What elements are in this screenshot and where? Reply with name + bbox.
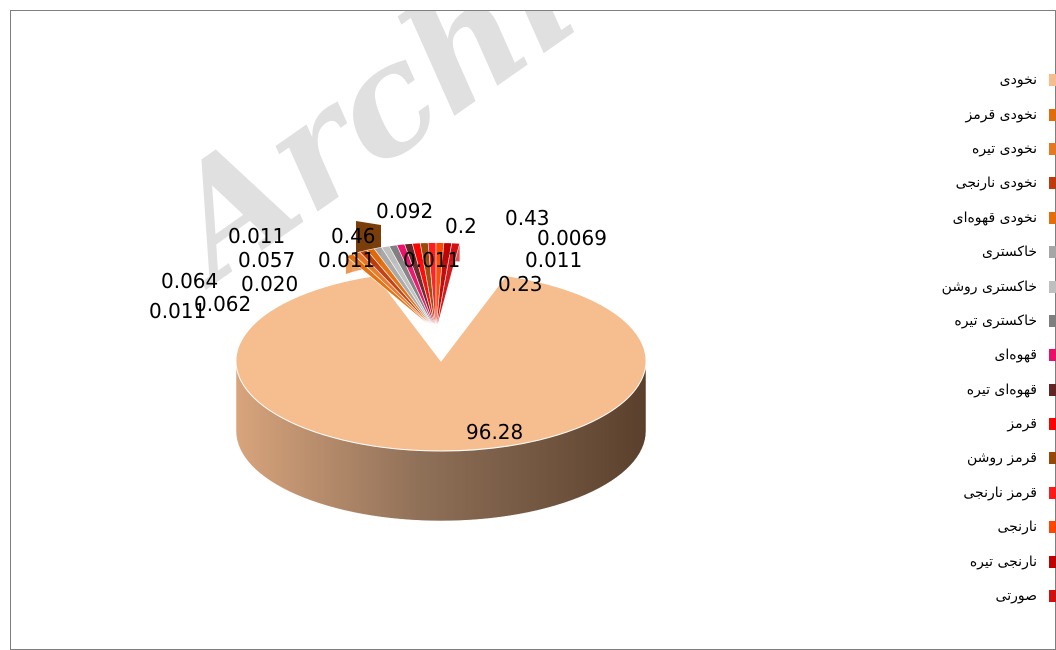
legend-label: نخودی قهوه‌ای	[952, 209, 1037, 226]
legend-label: خاکستری روشن	[941, 278, 1037, 295]
legend-label: قهوه‌ای تیره	[966, 381, 1037, 398]
legend-label: صورتی	[995, 588, 1037, 605]
legend-swatch	[1049, 314, 1056, 327]
pie-slice-main[interactable]	[235, 275, 647, 452]
data-label-8: 0.011	[318, 248, 375, 272]
data-label-1: 0.011	[149, 299, 206, 323]
data-label-11: 0.43	[505, 206, 550, 230]
data-label-6: 0.011	[228, 224, 285, 248]
legend-item: نخودی قهوه‌ای	[891, 201, 1056, 235]
data-label-13: 0.011	[525, 248, 582, 272]
legend-swatch	[1049, 452, 1056, 465]
legend-swatch	[1049, 555, 1056, 568]
legend-item: نارنجی تیره	[891, 544, 1056, 578]
legend-label: نخودی	[999, 72, 1037, 89]
legend-item: خاکستری روشن	[891, 269, 1056, 303]
chart-area: Archive 96.28 0.011 0.064 0.062 0.020 0.057 0.…	[10, 10, 1056, 650]
legend-label: نارنجی	[997, 519, 1037, 536]
legend-item: قرمز	[891, 407, 1056, 441]
legend-item: نارنجی	[891, 510, 1056, 544]
data-label-3: 0.062	[194, 292, 251, 316]
legend-item: قرمز روشن	[891, 441, 1056, 475]
data-label-4: 0.020	[241, 272, 298, 296]
pie-slices	[235, 242, 647, 452]
legend-item: قرمز نارنجی	[891, 476, 1056, 510]
legend-swatch	[1049, 349, 1056, 362]
legend-label: قرمز نارنجی	[963, 484, 1037, 501]
legend-swatch	[1049, 74, 1056, 87]
data-label-10: 0.011	[403, 248, 460, 272]
legend-label: نخودی نارنجی	[955, 175, 1037, 192]
legend-item: صورتی	[891, 579, 1056, 613]
legend-swatch	[1049, 177, 1056, 190]
legend-swatch	[1049, 590, 1056, 603]
legend-label: نخودی قرمز	[965, 106, 1037, 123]
legend-item: نخودی	[891, 63, 1056, 97]
legend-label: نخودی تیره	[972, 140, 1037, 157]
legend-swatch	[1049, 383, 1056, 396]
data-label-7: 0.46	[331, 224, 376, 248]
legend-item: نخودی تیره	[891, 132, 1056, 166]
legend-swatch	[1049, 142, 1056, 155]
legend-swatch	[1049, 418, 1056, 431]
legend-item: خاکستری	[891, 235, 1056, 269]
legend-label: قهوه‌ای	[994, 347, 1037, 364]
data-label-9: 0.092	[376, 199, 433, 223]
legend-item: خاکستری تیره	[891, 304, 1056, 338]
legend-item: نخودی قرمز	[891, 97, 1056, 131]
legend-label: نارنجی تیره	[969, 553, 1037, 570]
data-label-0: 96.28	[466, 420, 523, 444]
legend-swatch	[1049, 486, 1056, 499]
pie-chart: Archive 96.280.0110.0640.0620.0200.0570.…	[125, 11, 756, 522]
data-label-5: 0.057	[238, 248, 295, 272]
legend-label: قرمز	[1007, 416, 1037, 433]
legend-swatch	[1049, 246, 1056, 259]
legend-item: قهوه‌ای	[891, 338, 1056, 372]
legend-label: خاکستری	[982, 244, 1037, 261]
legend-swatch	[1049, 211, 1056, 224]
data-label-12: 0.0069	[537, 226, 607, 250]
legend-swatch	[1049, 521, 1056, 534]
legend-label: قرمز روشن	[967, 450, 1037, 467]
data-label-15: 0.2	[445, 214, 477, 238]
legend-item: قهوه‌ای تیره	[891, 373, 1056, 407]
data-label-2: 0.064	[161, 269, 218, 293]
data-label-14: 0.23	[498, 272, 543, 296]
pie-slice-15[interactable]	[435, 242, 461, 332]
legend-item: نخودی نارنجی	[891, 166, 1056, 200]
legend-label: خاکستری تیره	[954, 312, 1037, 329]
legend-swatch	[1049, 280, 1056, 293]
legend-swatch	[1049, 108, 1056, 121]
legend: نخودی نخودی قرمز نخودی تیره نخودی نارنجی نخو…	[891, 63, 1056, 613]
